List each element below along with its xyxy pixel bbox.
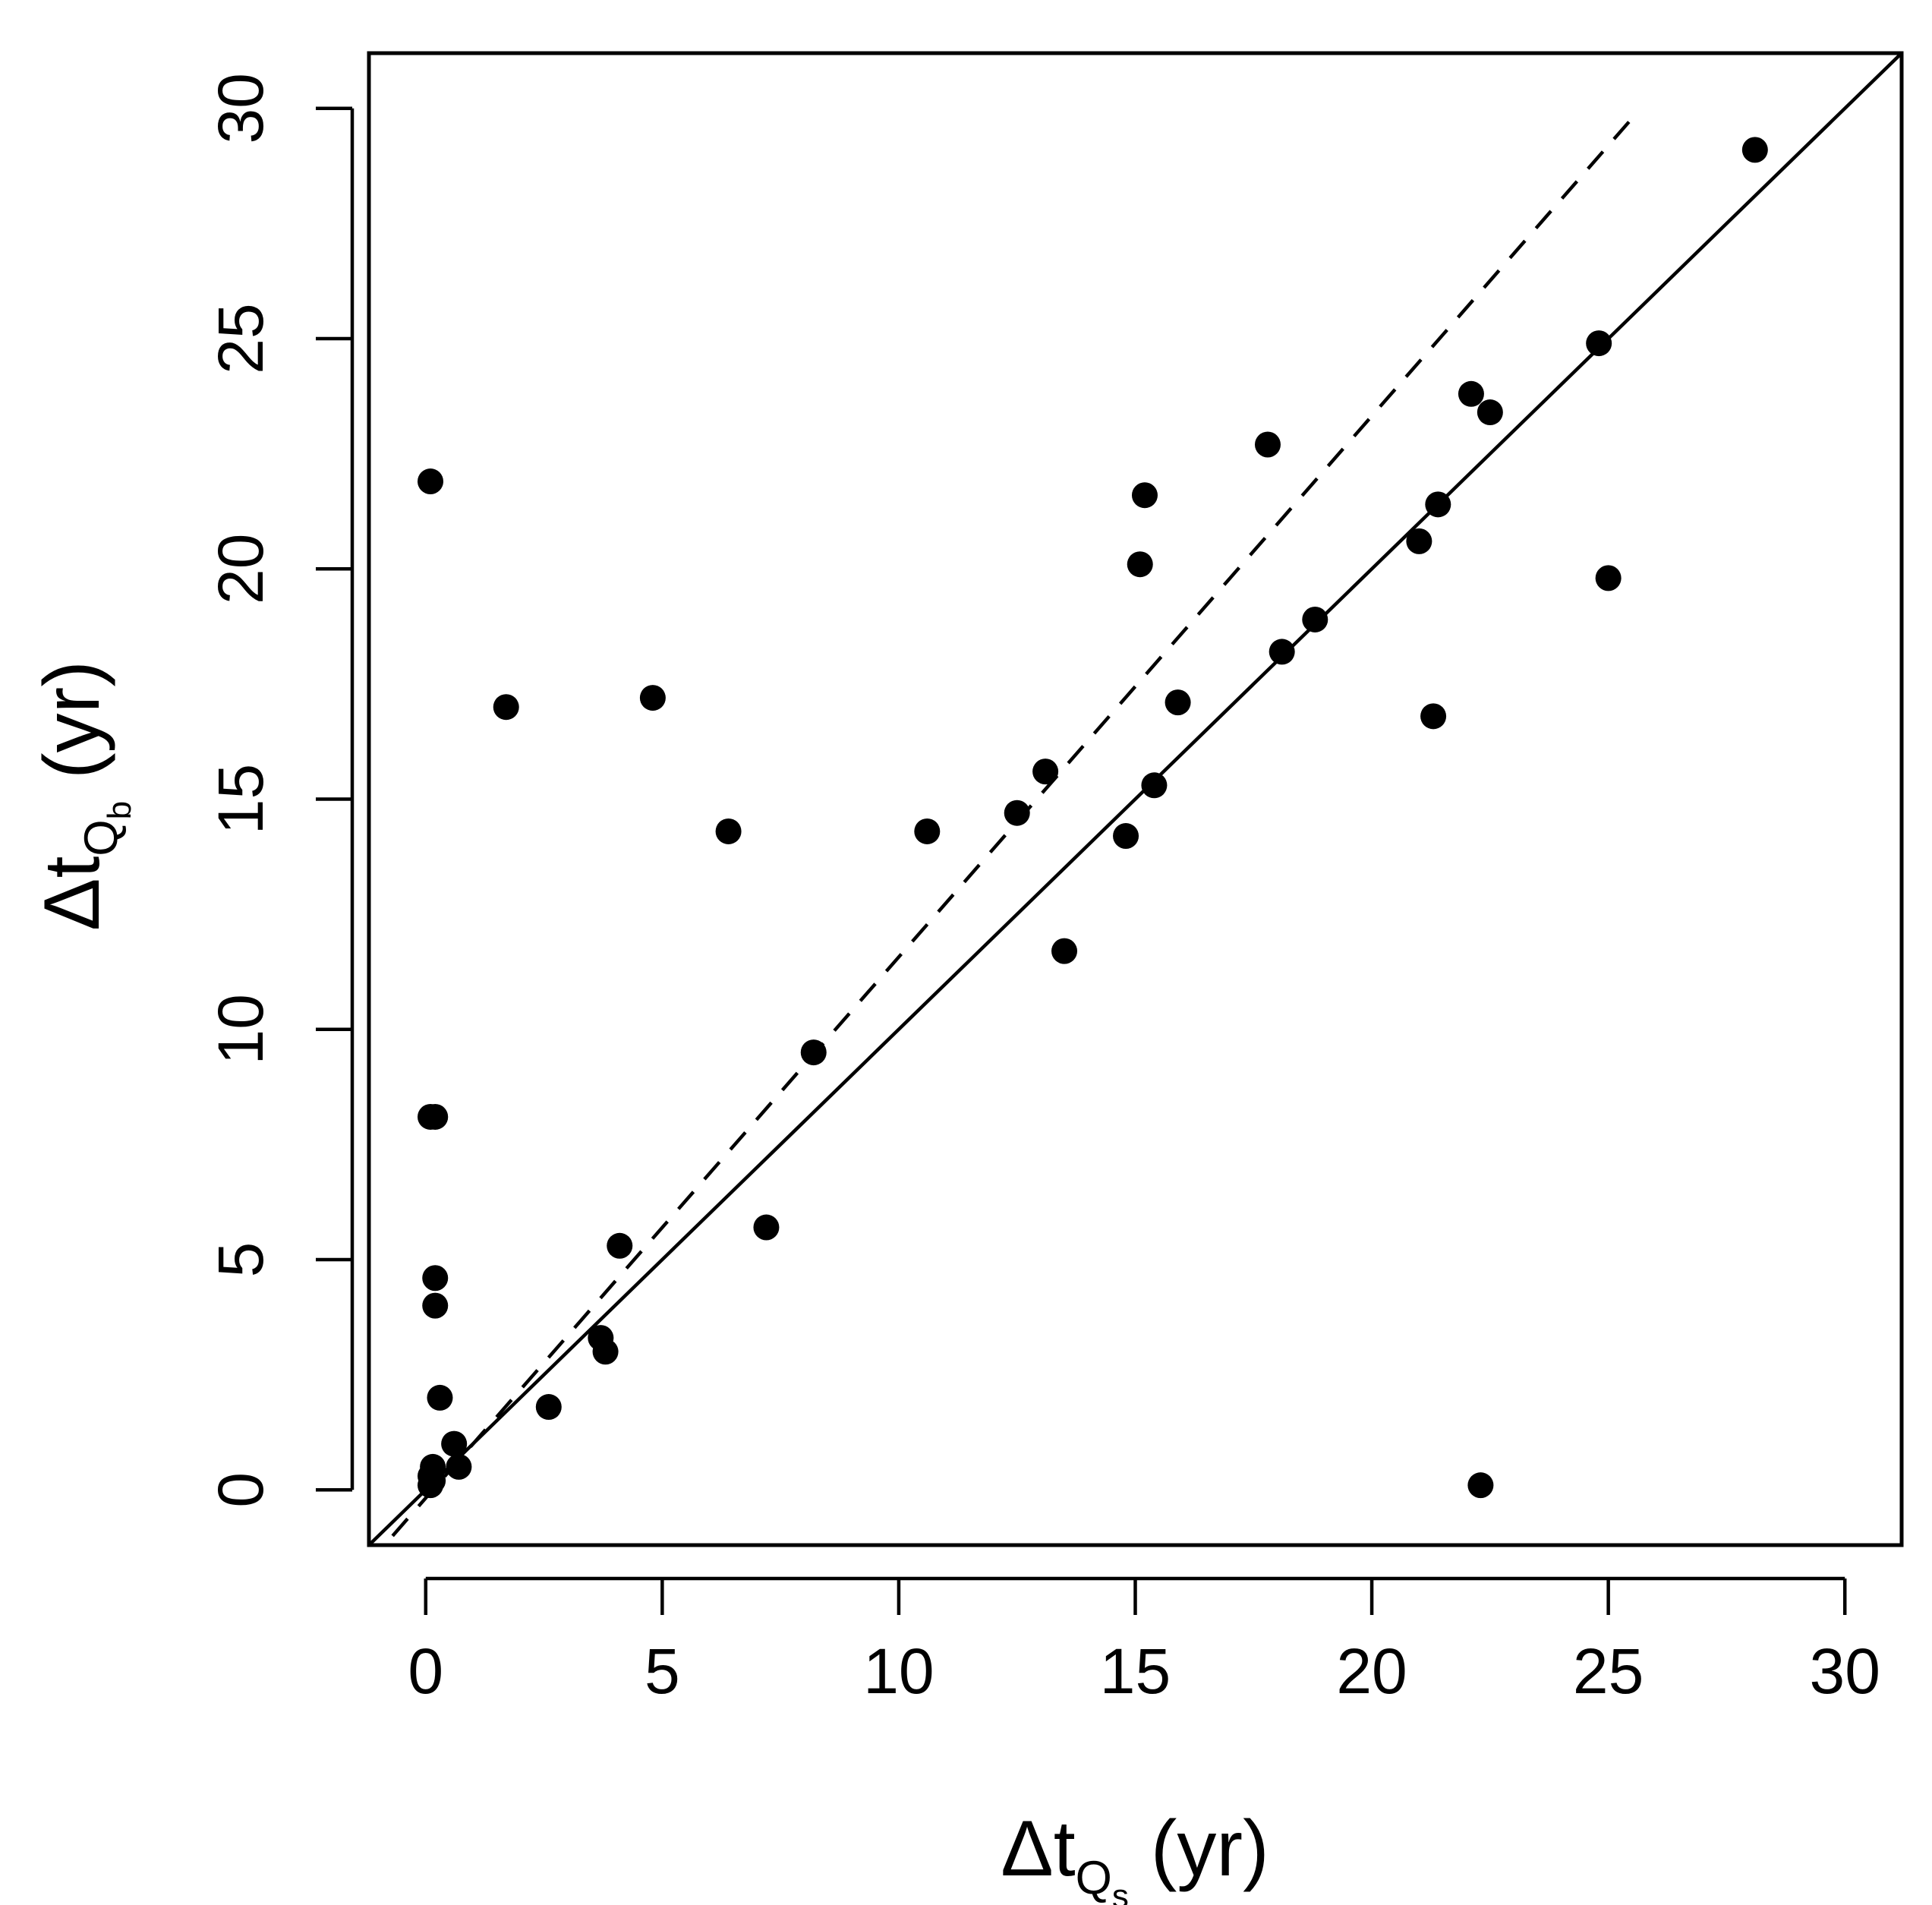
data-point [1425, 491, 1451, 518]
data-point [422, 1292, 449, 1319]
y-tick-label: 25 [205, 303, 276, 374]
y-tick-label: 0 [205, 1472, 276, 1508]
data-point [427, 1384, 453, 1411]
y-axis: 0 5 10 15 20 25 30 [205, 73, 355, 1508]
data-point [1741, 137, 1768, 163]
data-point [422, 1103, 449, 1130]
x-axis-title: ΔtQs (yr) [1001, 1805, 1269, 1905]
x-tick-label: 0 [408, 1635, 443, 1707]
data-point [1131, 482, 1158, 509]
data-point [1458, 380, 1484, 407]
x-tick-label: 25 [1573, 1635, 1644, 1707]
data-point [1467, 1472, 1494, 1499]
data-point [1127, 551, 1153, 578]
x-tick-label: 30 [1810, 1635, 1880, 1707]
x-tick-label: 20 [1336, 1635, 1407, 1707]
y-tick-label: 30 [205, 73, 276, 144]
y-axis-title: ΔtQb (yr) [28, 661, 138, 931]
y-tick-label: 5 [205, 1242, 276, 1278]
data-point [1032, 759, 1059, 785]
data-point [592, 1339, 619, 1365]
data-point [446, 1453, 472, 1480]
data-point [607, 1232, 633, 1259]
data-point [1004, 800, 1030, 826]
data-point [535, 1394, 562, 1421]
x-tick-label: 15 [1100, 1635, 1171, 1707]
data-point [1051, 938, 1078, 964]
data-point [422, 1265, 449, 1292]
data-point [800, 1039, 827, 1066]
data-point [1477, 399, 1503, 426]
data-point [441, 1430, 468, 1457]
data-point [1302, 606, 1328, 632]
data-point [914, 818, 941, 844]
data-point [493, 694, 519, 721]
one-to-one-line [367, 52, 1903, 1547]
y-tick-label: 20 [205, 534, 276, 604]
data-point [1586, 330, 1612, 357]
y-tick-label: 10 [205, 994, 276, 1064]
data-point [715, 818, 742, 844]
data-point [1254, 431, 1281, 458]
data-point [753, 1214, 780, 1241]
data-point [418, 468, 444, 495]
data-point [1141, 772, 1168, 799]
data-point [1165, 689, 1191, 716]
data-points [418, 137, 1768, 1499]
x-tick-label: 10 [863, 1635, 934, 1707]
reference-lines [367, 52, 1903, 1547]
data-point [1595, 565, 1622, 591]
data-point [1269, 639, 1295, 665]
data-point [1406, 528, 1432, 554]
x-tick-label: 5 [645, 1635, 680, 1707]
x-axis: 0 5 10 15 20 25 30 [408, 1576, 1880, 1707]
data-point [1420, 703, 1447, 730]
plot-frame [367, 51, 1904, 1547]
data-point [418, 1463, 444, 1490]
data-point [639, 685, 666, 711]
data-point [1113, 823, 1139, 850]
y-tick-label: 15 [205, 764, 276, 834]
